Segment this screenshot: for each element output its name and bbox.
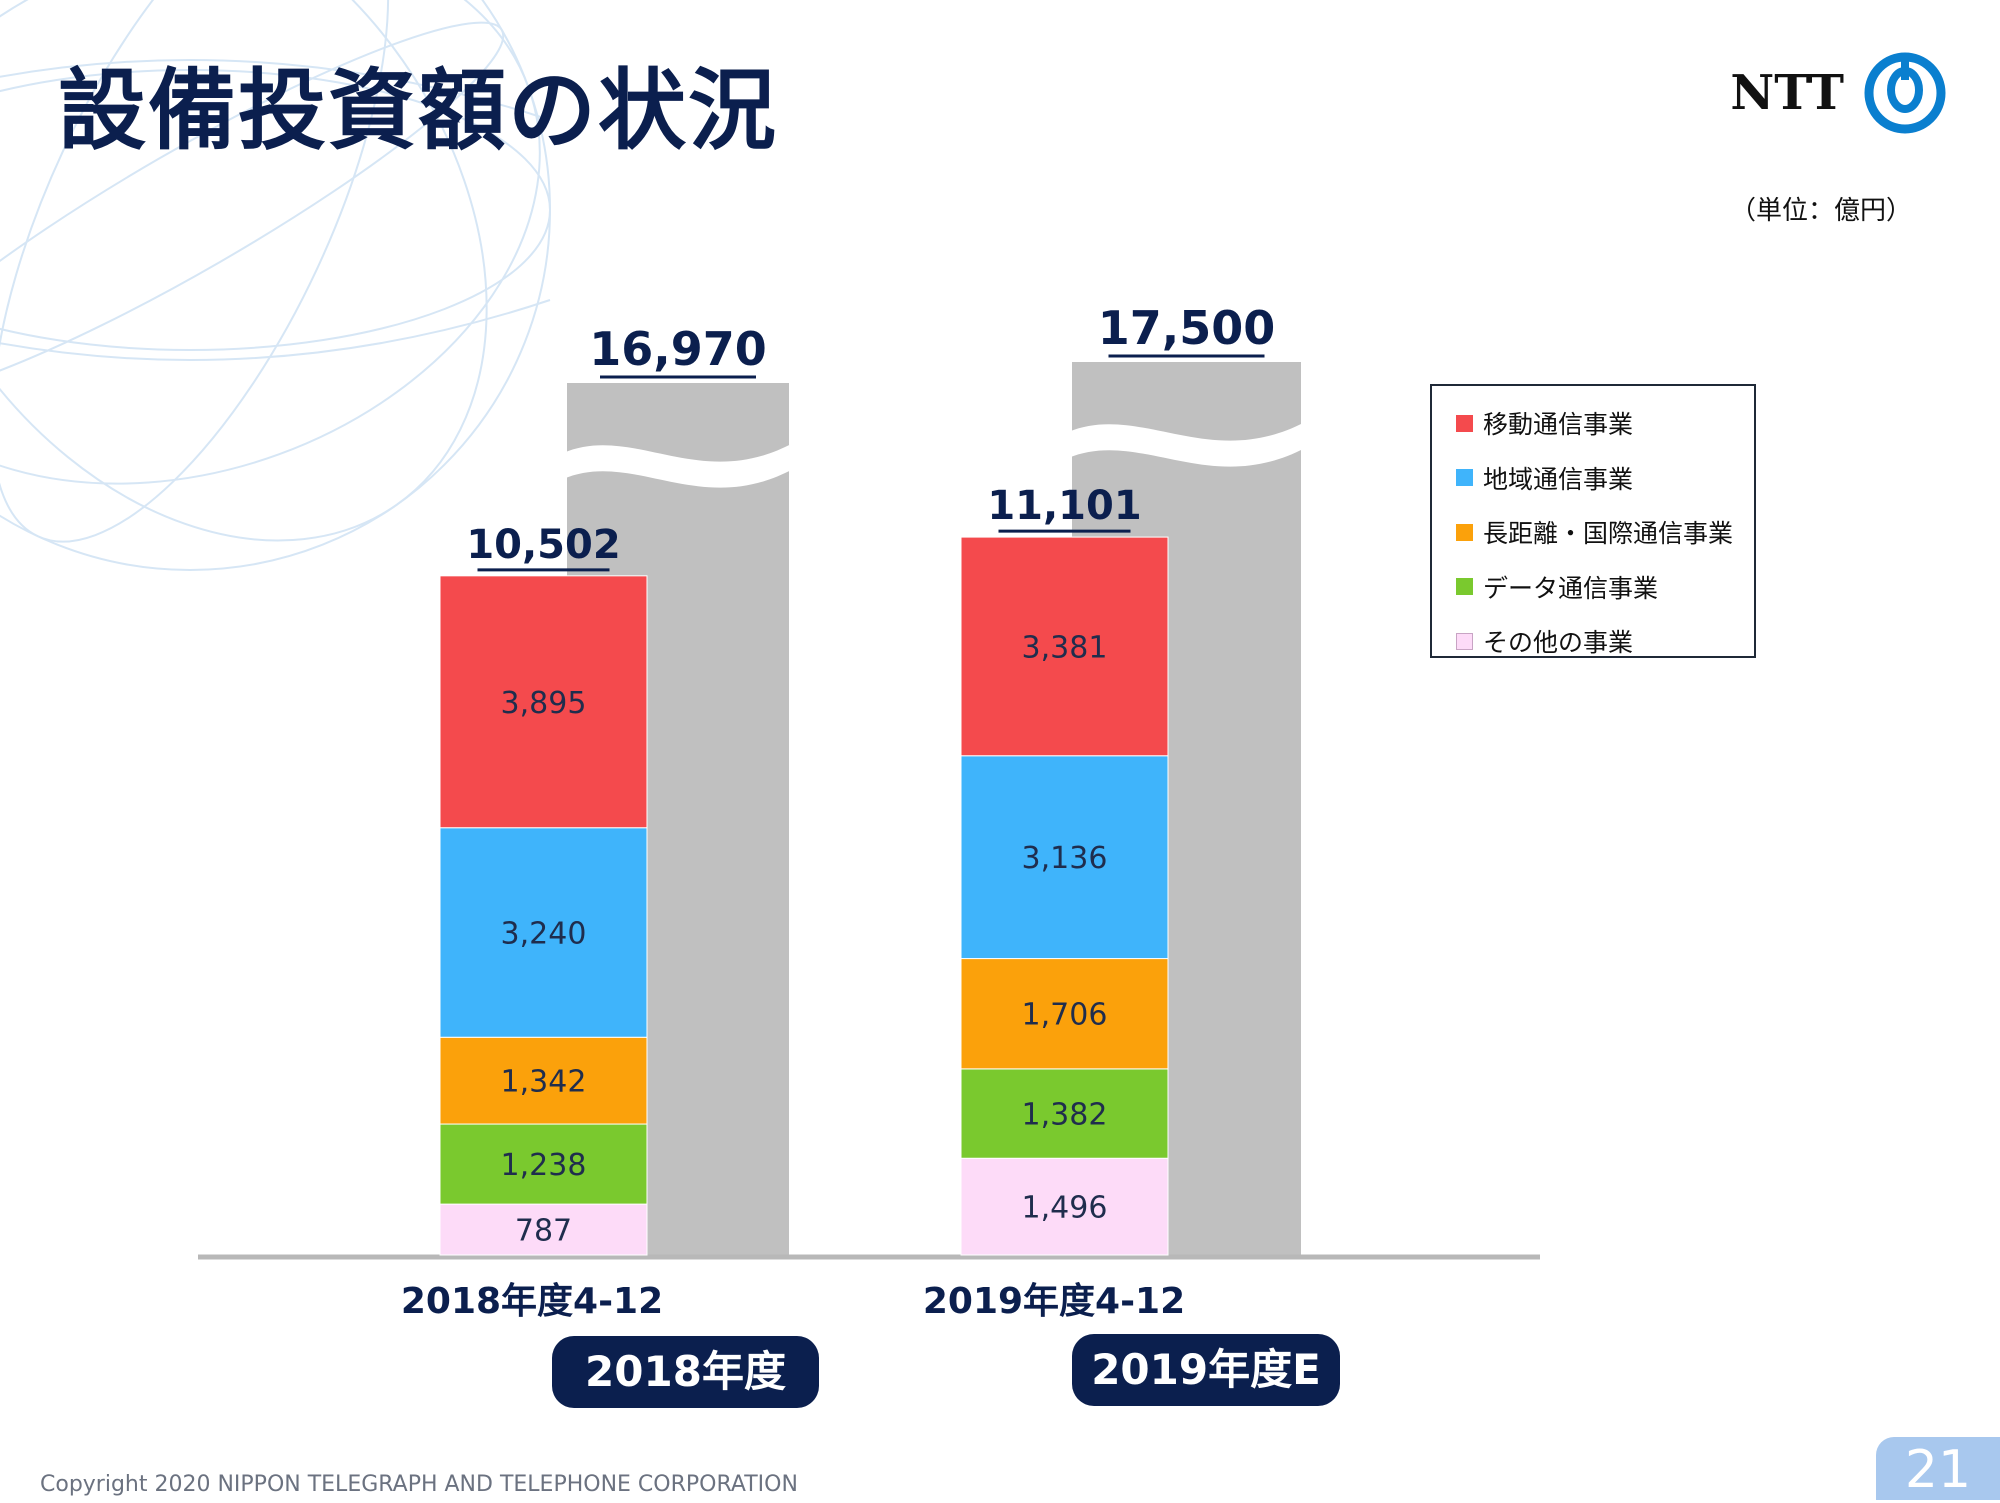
bar-segment [439,575,648,829]
legend-label: データ通信事業 [1483,573,1659,603]
legend-swatch [1456,523,1473,541]
legend-item: その他の事業 [1456,614,1754,669]
legend-label: その他の事業 [1483,628,1634,658]
x-tick-label: 2019年度4-12 [922,1281,1186,1322]
legend-swatch [1456,632,1473,650]
stack-total-label: 10,502 [466,522,620,568]
stack-total-label: 11,101 [987,483,1141,529]
legend-item: 地域通信事業 [1456,451,1754,506]
copyright-text: Copyright 2020 NIPPON TELEGRAPH AND TELE… [40,1472,798,1497]
bar-segment [960,536,1169,757]
segment-value-label: 1,382 [1022,1098,1108,1133]
bar-segment [439,1203,648,1256]
legend-label: 地域通信事業 [1483,464,1634,494]
chart-legend: 移動通信事業 地域通信事業 長距離・国際通信事業 データ通信事業 その他の事業 [1430,384,1756,658]
page-number: 21 [1876,1437,2000,1500]
bar-segment [960,1157,1169,1256]
bar-segment [960,958,1169,1070]
segment-value-label: 1,342 [501,1065,587,1100]
segment-value-label: 1,706 [1022,998,1108,1033]
axis-break-mark [1068,422,1305,467]
bar-segment [439,1123,648,1205]
full-year-total-label: 16,970 [589,322,767,376]
segment-value-label: 787 [515,1214,572,1249]
legend-item: 移動通信事業 [1456,396,1754,451]
legend-swatch [1456,469,1473,487]
full-year-total-label: 17,500 [1098,301,1276,355]
segment-value-label: 3,895 [501,686,587,721]
fiscal-year-badge: 2018年度 [552,1336,819,1408]
legend-item: データ通信事業 [1456,560,1754,615]
legend-label: 移動通信事業 [1483,410,1634,440]
bar-segment [960,1068,1169,1159]
segment-value-label: 1,238 [501,1148,587,1183]
x-tick-label: 2018年度4-12 [400,1281,664,1322]
legend-swatch [1456,578,1473,596]
legend-item: 長距離・国際通信事業 [1456,505,1754,560]
fiscal-year-badge: 2019年度E [1072,1334,1340,1406]
segment-value-label: 3,381 [1022,630,1108,665]
ntt-logo: NTT [1730,50,1948,136]
segment-value-label: 1,496 [1022,1191,1108,1226]
page-title: 設備投資額の状況 [58,59,779,162]
bar-segment [960,755,1169,960]
axis-break-mark [563,443,793,488]
globe-decoration [0,0,551,571]
bar-segment [439,827,648,1038]
legend-swatch [1456,414,1473,432]
logo-text: NTT [1730,65,1844,121]
legend-label: 長距離・国際通信事業 [1483,519,1734,549]
ntt-logo-icon [1864,52,1946,134]
unit-label: （単位：億円） [1729,196,1912,226]
segment-value-label: 3,136 [1022,841,1108,876]
bar-segment [439,1036,648,1125]
segment-value-label: 3,240 [501,916,587,951]
